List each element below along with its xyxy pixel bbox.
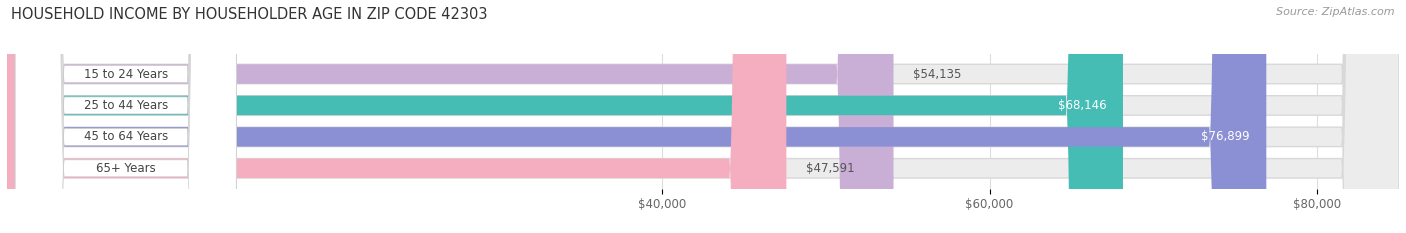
FancyBboxPatch shape	[7, 0, 1399, 233]
Text: 45 to 64 Years: 45 to 64 Years	[83, 130, 167, 143]
FancyBboxPatch shape	[7, 0, 1399, 233]
Text: Source: ZipAtlas.com: Source: ZipAtlas.com	[1277, 7, 1395, 17]
FancyBboxPatch shape	[7, 0, 1399, 233]
FancyBboxPatch shape	[15, 0, 236, 233]
Text: HOUSEHOLD INCOME BY HOUSEHOLDER AGE IN ZIP CODE 42303: HOUSEHOLD INCOME BY HOUSEHOLDER AGE IN Z…	[11, 7, 488, 22]
FancyBboxPatch shape	[7, 0, 894, 233]
Text: $47,591: $47,591	[806, 162, 855, 175]
FancyBboxPatch shape	[7, 0, 1123, 233]
FancyBboxPatch shape	[7, 0, 1399, 233]
FancyBboxPatch shape	[15, 0, 236, 233]
FancyBboxPatch shape	[7, 0, 786, 233]
Text: 15 to 24 Years: 15 to 24 Years	[83, 68, 167, 81]
Text: 25 to 44 Years: 25 to 44 Years	[83, 99, 167, 112]
Text: 65+ Years: 65+ Years	[96, 162, 156, 175]
FancyBboxPatch shape	[15, 0, 236, 233]
FancyBboxPatch shape	[15, 0, 236, 233]
Text: $54,135: $54,135	[912, 68, 962, 81]
Text: $76,899: $76,899	[1201, 130, 1250, 143]
Text: $68,146: $68,146	[1057, 99, 1107, 112]
FancyBboxPatch shape	[7, 0, 1267, 233]
